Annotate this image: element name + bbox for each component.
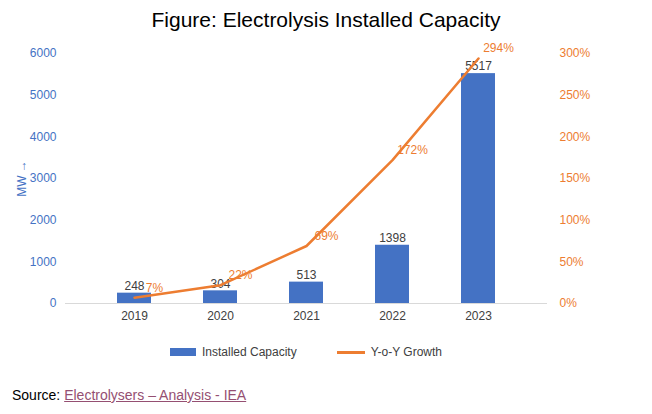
svg-text:MW →: MW → [15, 160, 29, 197]
svg-text:248: 248 [124, 279, 144, 293]
svg-text:4000: 4000 [30, 130, 57, 144]
svg-text:2020: 2020 [207, 309, 234, 323]
svg-text:2019: 2019 [121, 309, 148, 323]
svg-text:2021: 2021 [293, 309, 320, 323]
svg-text:50%: 50% [560, 255, 584, 269]
svg-text:513: 513 [296, 268, 316, 282]
svg-text:2022: 2022 [379, 309, 406, 323]
svg-text:0: 0 [50, 296, 57, 310]
svg-text:300%: 300% [560, 46, 591, 60]
svg-text:7%: 7% [146, 281, 164, 295]
html-text:Y-o-Y Growth: Y-o-Y Growth [370, 345, 442, 359]
svg-text:250%: 250% [560, 88, 591, 102]
svg-text:5517: 5517 [465, 59, 492, 74]
svg-text:150%: 150% [560, 171, 591, 185]
html-text:Installed Capacity: Installed Capacity [202, 345, 297, 359]
svg-text:1398: 1398 [379, 231, 406, 245]
svg-text:172%: 172% [397, 143, 428, 157]
svg-text:69%: 69% [314, 229, 338, 243]
svg-text:1000: 1000 [30, 255, 57, 269]
svg-text:200%: 200% [560, 130, 591, 144]
svg-text:5000: 5000 [30, 88, 57, 102]
svg-text:2023: 2023 [465, 309, 492, 323]
html-text:Source: Electrolysers – Analys: Source: Electrolysers – Analysis - IEA [12, 387, 247, 403]
svg-text:294%: 294% [483, 41, 514, 55]
svg-text:304: 304 [210, 276, 231, 291]
svg-text:3000: 3000 [30, 171, 57, 185]
svg-text:0%: 0% [560, 296, 578, 310]
svg-text:6000: 6000 [30, 46, 57, 60]
svg-text:100%: 100% [560, 213, 591, 227]
svg-text:2000: 2000 [30, 213, 57, 227]
html-text:Figure: Electrolysis Installed: Figure: Electrolysis Installed Capacity [151, 8, 501, 31]
svg-text:22%: 22% [228, 268, 252, 282]
